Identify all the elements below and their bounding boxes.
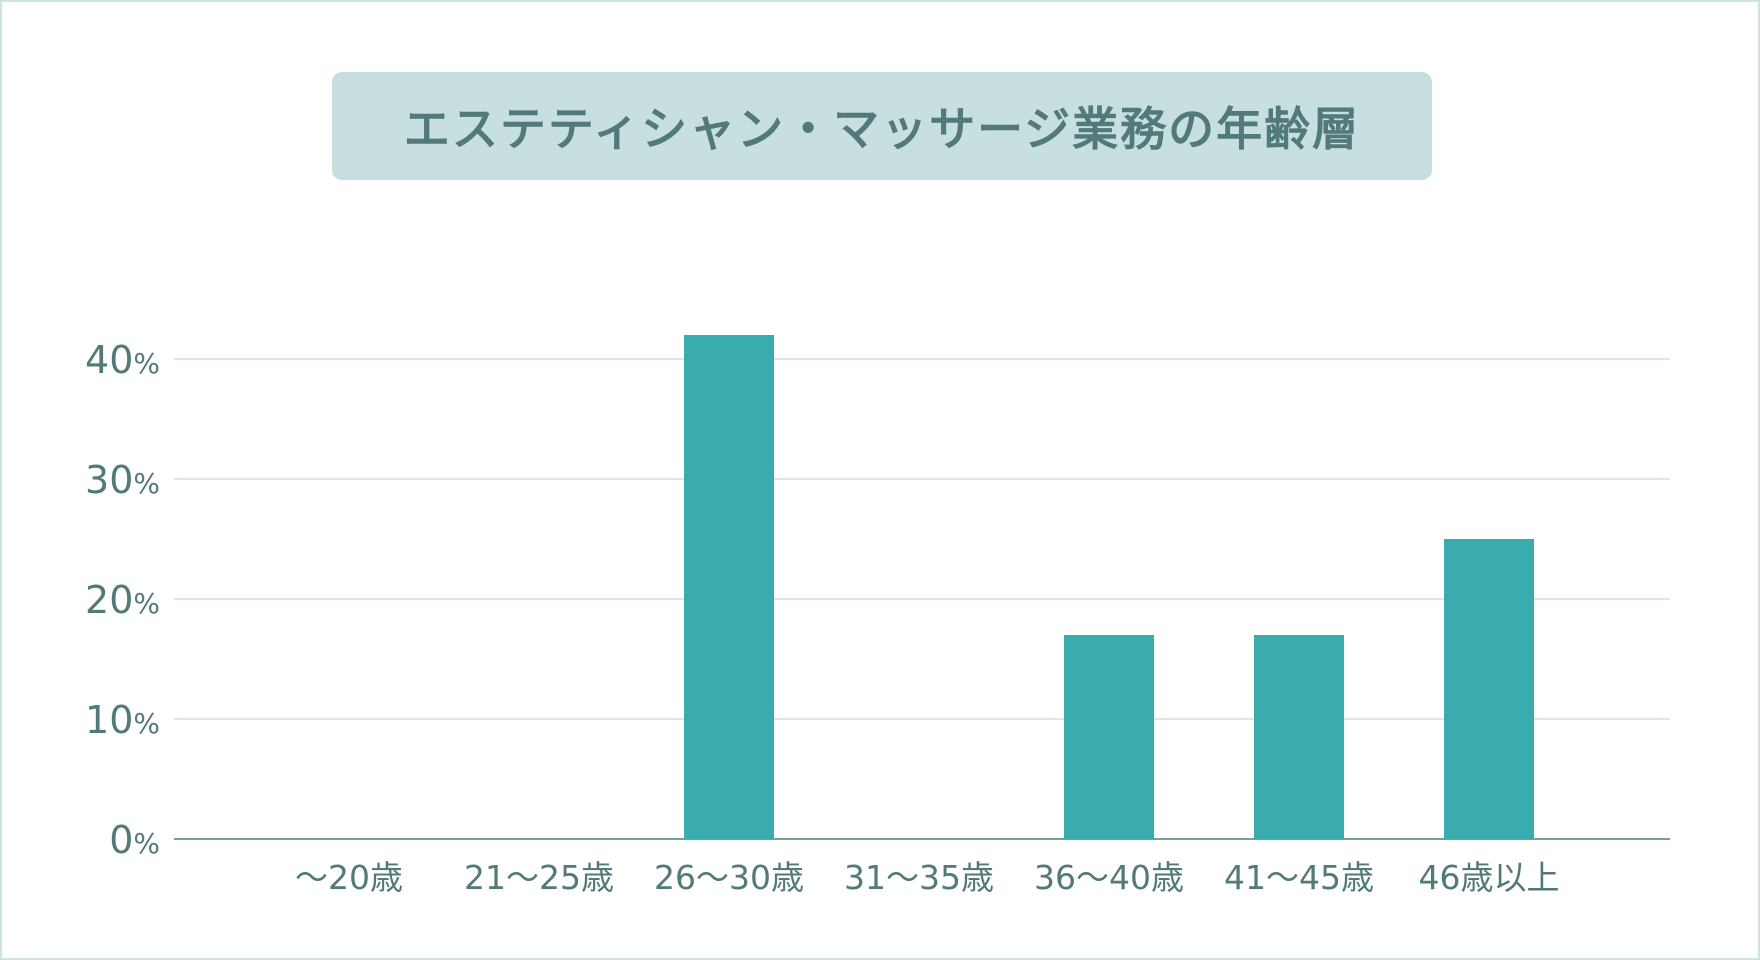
bars	[684, 335, 1534, 839]
bar-4	[1064, 635, 1154, 839]
x-tick-label: 41～45歳	[1224, 858, 1374, 897]
y-tick-label: 30%	[85, 458, 160, 502]
y-axis-ticks: 0% 10% 20% 30% 40%	[85, 338, 160, 862]
bar-6	[1444, 539, 1534, 839]
y-tick-label: 20%	[85, 578, 160, 622]
y-tick-label: 10%	[85, 698, 160, 742]
x-axis-ticks: ～20歳 21～25歳 26～30歳 31～35歳 36～40歳 41～45歳 46歳以上	[295, 858, 1560, 897]
x-tick-label: 46歳以上	[1419, 858, 1560, 897]
x-tick-label: 26～30歳	[654, 858, 804, 897]
bar-2	[684, 335, 774, 839]
chart-title: エステティシャン・マッサージ業務の年齢層	[403, 102, 1361, 156]
x-tick-label: 36～40歳	[1034, 858, 1184, 897]
x-tick-label: 21～25歳	[464, 858, 614, 897]
y-tick-label: 0%	[109, 818, 160, 862]
x-tick-label: ～20歳	[295, 858, 403, 897]
bar-5	[1254, 635, 1344, 839]
grid-lines	[174, 358, 1670, 840]
chart-title-box: エステティシャン・マッサージ業務の年齢層	[332, 72, 1432, 180]
x-tick-label: 31～35歳	[844, 858, 994, 897]
y-tick-label: 40%	[85, 338, 160, 382]
